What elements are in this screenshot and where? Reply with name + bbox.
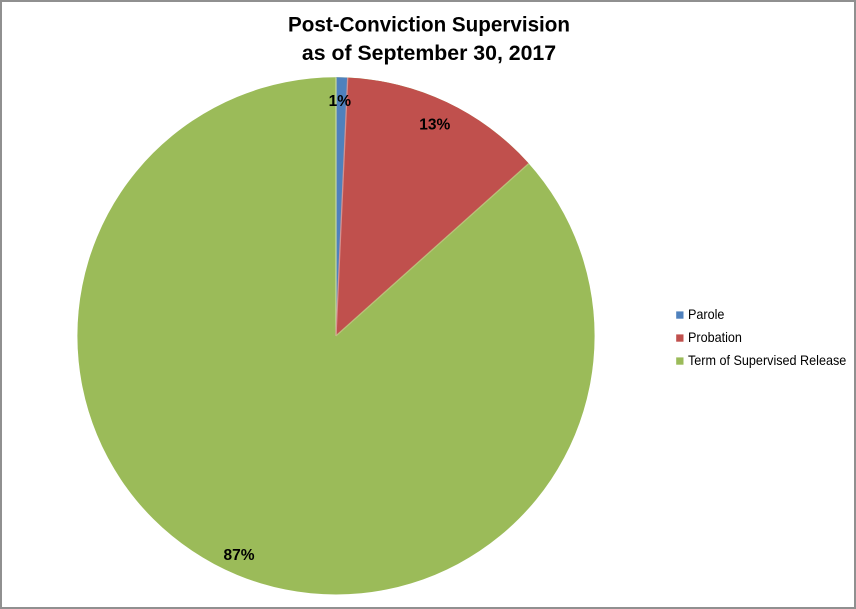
svg-text:1%: 1% [329,93,352,110]
svg-text:13%: 13% [419,116,450,133]
svg-text:Term of Supervised Release: Term of Supervised Release [688,353,846,368]
svg-text:as of September 30, 2017: as of September 30, 2017 [302,41,556,65]
svg-text:Probation: Probation [688,330,742,345]
svg-text:Post-Conviction Supervision: Post-Conviction Supervision [288,13,570,36]
svg-text:87%: 87% [223,547,254,564]
svg-text:Parole: Parole [688,307,724,322]
